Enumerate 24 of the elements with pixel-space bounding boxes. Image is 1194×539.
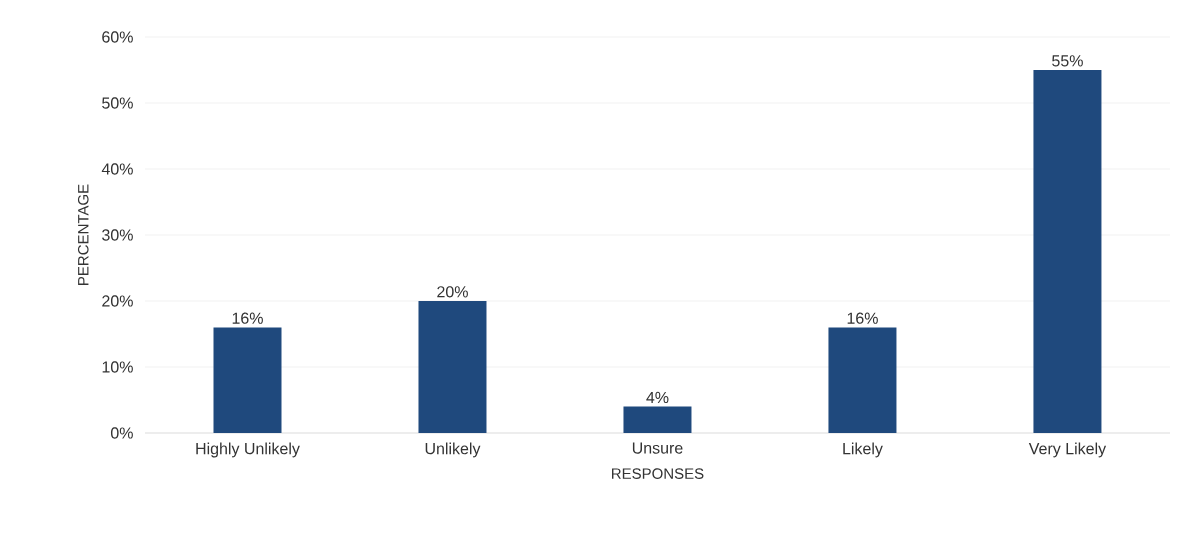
bar	[623, 406, 692, 433]
x-tick-label: Unsure	[632, 442, 683, 454]
y-tick-label: 60%	[102, 31, 133, 43]
data-label: 55%	[1052, 55, 1083, 67]
bar	[418, 301, 487, 433]
y-tick-label: 50%	[102, 97, 133, 109]
x-tick-label: Likely	[843, 442, 883, 458]
y-tick-label: 40%	[101, 163, 133, 175]
y-tick-label: 20%	[102, 295, 133, 307]
y-tick-label: 0%	[110, 427, 133, 439]
data-label: 20%	[437, 286, 468, 298]
x-tick-label: Highly Unlikely	[196, 442, 300, 458]
data-label: 16%	[232, 312, 263, 324]
bar	[213, 327, 282, 433]
y-tick-label: 10%	[102, 361, 133, 373]
bar	[828, 327, 897, 433]
bar	[1033, 70, 1102, 433]
y-axis-title: PERCENTAGE	[77, 184, 89, 285]
data-label: 16%	[847, 312, 878, 324]
x-tick-label: Very Likely	[1028, 442, 1107, 458]
x-tick-label: Unlikely	[425, 442, 481, 458]
data-label: 4%	[646, 391, 669, 404]
x-axis-title: RESPONSES	[612, 468, 704, 479]
y-tick-label: 30%	[102, 229, 133, 241]
